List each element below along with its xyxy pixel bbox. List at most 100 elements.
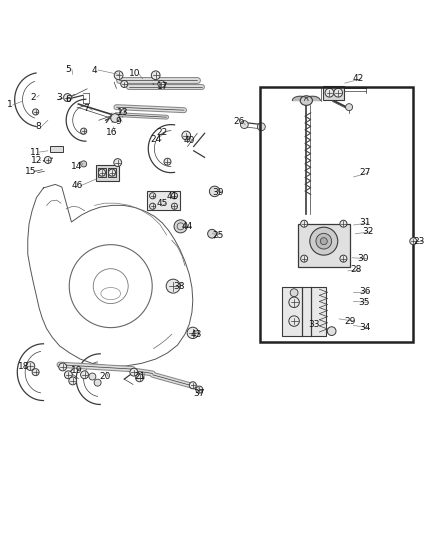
Circle shape: [99, 169, 106, 176]
Bar: [297, 224, 350, 266]
Text: 41: 41: [166, 192, 177, 201]
Circle shape: [289, 297, 299, 308]
Text: 5: 5: [66, 64, 71, 74]
Text: 34: 34: [360, 323, 371, 332]
Text: 23: 23: [413, 237, 425, 246]
Circle shape: [164, 158, 171, 165]
Text: 17: 17: [156, 82, 168, 91]
Circle shape: [340, 255, 347, 262]
Circle shape: [89, 373, 96, 380]
Text: 30: 30: [357, 254, 369, 263]
Circle shape: [410, 238, 417, 245]
Text: 4: 4: [92, 66, 97, 75]
Circle shape: [136, 374, 144, 382]
Circle shape: [26, 362, 35, 370]
Text: 43: 43: [191, 330, 202, 338]
Circle shape: [325, 88, 334, 97]
Text: 2: 2: [31, 93, 36, 102]
Circle shape: [310, 227, 338, 255]
Bar: [49, 146, 63, 152]
Text: 36: 36: [360, 287, 371, 296]
Circle shape: [81, 371, 88, 379]
Circle shape: [240, 120, 248, 128]
Circle shape: [59, 363, 67, 371]
Text: 24: 24: [150, 134, 161, 143]
Circle shape: [334, 88, 343, 97]
Text: 33: 33: [308, 320, 320, 329]
Text: 42: 42: [352, 74, 364, 83]
Text: 15: 15: [25, 167, 36, 176]
Circle shape: [114, 71, 123, 79]
Circle shape: [290, 289, 298, 297]
Circle shape: [44, 157, 51, 164]
Circle shape: [81, 161, 87, 167]
Text: 26: 26: [233, 117, 244, 126]
Circle shape: [111, 114, 120, 123]
Bar: [261, 87, 413, 342]
Circle shape: [258, 123, 265, 131]
Text: 31: 31: [360, 219, 371, 228]
Text: 46: 46: [71, 181, 83, 190]
Circle shape: [300, 255, 307, 262]
Text: 10: 10: [129, 69, 141, 78]
Text: 32: 32: [363, 227, 374, 236]
Circle shape: [340, 220, 347, 227]
Circle shape: [81, 128, 87, 134]
Polygon shape: [304, 96, 320, 101]
Circle shape: [189, 382, 196, 389]
Bar: [108, 168, 117, 177]
Circle shape: [130, 368, 138, 376]
Circle shape: [151, 71, 160, 79]
Text: 14: 14: [71, 163, 83, 172]
Text: 13: 13: [117, 108, 129, 117]
Text: 3: 3: [57, 93, 63, 102]
Bar: [147, 191, 180, 210]
Circle shape: [150, 193, 155, 199]
Text: 21: 21: [135, 372, 146, 381]
Text: 1: 1: [7, 100, 12, 109]
Text: 8: 8: [35, 122, 41, 131]
Circle shape: [150, 203, 155, 209]
Text: 18: 18: [18, 362, 29, 372]
Circle shape: [109, 169, 116, 176]
Circle shape: [196, 386, 203, 393]
Circle shape: [346, 103, 353, 111]
Text: 29: 29: [344, 317, 356, 326]
Bar: [323, 86, 344, 100]
Text: 28: 28: [351, 265, 362, 274]
Bar: [283, 287, 326, 336]
Text: 35: 35: [358, 298, 370, 307]
Text: 7: 7: [83, 104, 89, 113]
Circle shape: [171, 193, 177, 199]
Text: 16: 16: [106, 127, 118, 136]
Text: 39: 39: [212, 188, 224, 197]
Text: 22: 22: [157, 127, 168, 136]
Circle shape: [316, 233, 332, 249]
Circle shape: [64, 94, 71, 101]
Text: 20: 20: [99, 372, 110, 381]
Circle shape: [300, 220, 307, 227]
Text: 12: 12: [31, 156, 42, 165]
Circle shape: [158, 80, 165, 87]
Circle shape: [208, 229, 216, 238]
Circle shape: [114, 159, 122, 166]
Circle shape: [289, 316, 299, 326]
Ellipse shape: [300, 96, 312, 106]
Text: 37: 37: [194, 389, 205, 398]
Circle shape: [187, 327, 198, 338]
Text: 44: 44: [182, 222, 193, 231]
Text: 40: 40: [184, 136, 195, 146]
Circle shape: [69, 377, 77, 385]
Circle shape: [320, 238, 327, 245]
Circle shape: [94, 379, 101, 386]
Text: 11: 11: [30, 148, 41, 157]
Text: 9: 9: [116, 117, 121, 126]
Text: 6: 6: [66, 95, 71, 104]
Bar: [96, 165, 119, 181]
Circle shape: [64, 371, 72, 379]
Circle shape: [209, 186, 220, 197]
Circle shape: [32, 369, 39, 376]
Circle shape: [166, 279, 180, 293]
Text: 25: 25: [212, 231, 224, 239]
Circle shape: [32, 109, 39, 115]
